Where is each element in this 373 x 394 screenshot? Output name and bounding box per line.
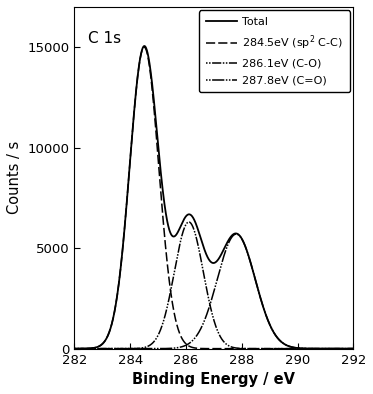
Text: C 1s: C 1s xyxy=(88,31,122,46)
Legend: Total, 284.5eV (sp$^2$ C-C), 286.1eV (C-O), 287.8eV (C=O): Total, 284.5eV (sp$^2$ C-C), 286.1eV (C-… xyxy=(199,10,350,92)
X-axis label: Binding Energy / eV: Binding Energy / eV xyxy=(132,372,295,387)
Y-axis label: Counts / s: Counts / s xyxy=(7,141,22,214)
